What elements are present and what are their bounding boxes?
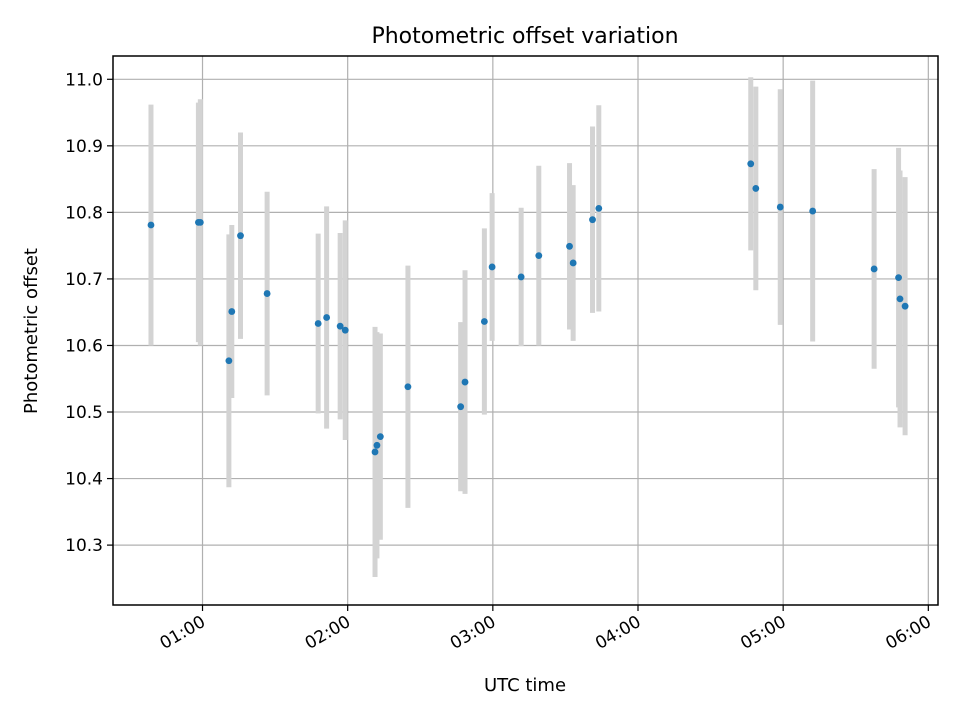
y-axis-label: Photometric offset	[21, 248, 42, 414]
data-point	[776, 203, 784, 211]
errorbars-layer	[148, 77, 908, 578]
data-point	[457, 403, 465, 411]
data-point	[569, 259, 577, 267]
data-point	[404, 383, 412, 391]
y-tick-label: 10.7	[65, 270, 103, 290]
data-point	[480, 318, 488, 325]
grid-layer	[113, 56, 938, 605]
y-tick-label: 10.5	[65, 403, 103, 423]
x-tick-label: 02:00	[302, 612, 354, 654]
y-tick-label: 10.8	[65, 203, 103, 223]
data-point	[896, 295, 904, 303]
x-tick-label: 04:00	[592, 612, 644, 654]
data-point	[336, 322, 344, 330]
data-point	[371, 448, 379, 456]
data-point	[895, 274, 902, 281]
y-tick-label: 10.9	[65, 137, 103, 157]
data-point	[341, 326, 349, 334]
data-point	[809, 207, 817, 215]
x-tick-label: 06:00	[882, 612, 934, 654]
data-point	[314, 320, 322, 327]
data-point	[237, 232, 244, 240]
points-layer	[147, 160, 909, 456]
data-point	[228, 308, 236, 315]
x-tick-label: 01:00	[157, 612, 209, 654]
ticks-layer: 01:00 02:00 03:00 04:00 05:00 06:00 10.3 10.4 10…	[65, 70, 935, 654]
x-axis-label: UTC time	[484, 675, 566, 696]
y-tick-label: 10.6	[65, 336, 103, 356]
data-point	[589, 216, 596, 224]
data-point	[901, 302, 909, 310]
x-tick-label: 05:00	[737, 612, 789, 654]
data-point	[535, 252, 543, 260]
data-point	[461, 378, 469, 386]
x-tick-label: 03:00	[447, 612, 499, 654]
y-tick-label: 11.0	[65, 70, 103, 90]
data-point	[196, 218, 204, 226]
data-point	[373, 441, 381, 449]
data-point	[225, 357, 233, 365]
data-point	[747, 160, 755, 168]
data-point	[147, 221, 155, 229]
data-point	[323, 314, 331, 321]
y-tick-label: 10.4	[65, 470, 103, 490]
data-point	[752, 185, 760, 192]
data-point	[263, 290, 271, 297]
chart-title: Photometric offset variation	[371, 24, 678, 49]
data-point	[517, 273, 525, 281]
data-point	[870, 265, 878, 273]
data-point	[595, 204, 603, 212]
data-point	[566, 242, 573, 250]
y-tick-label: 10.3	[65, 536, 103, 556]
data-point	[488, 263, 496, 271]
plot-frame	[112, 55, 939, 606]
data-point	[376, 433, 384, 441]
